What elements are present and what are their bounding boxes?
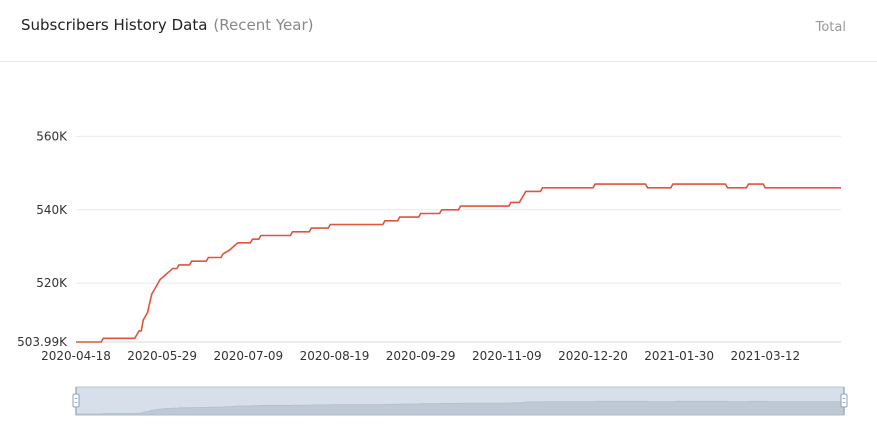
x-tick-label: 2020-12-20 (558, 349, 628, 363)
x-tick-label: 2021-01-30 (644, 349, 714, 363)
y-tick-label: 540K (36, 203, 68, 217)
grid-lines (76, 135, 841, 343)
title-subtitle: (Recent Year) (213, 16, 314, 34)
x-tick-label: 2020-04-18 (41, 349, 111, 363)
total-toggle[interactable]: Total (815, 20, 846, 35)
series-line (76, 183, 841, 343)
data-zoom-slider[interactable] (72, 386, 848, 416)
x-tick-label: 2020-08-19 (300, 349, 370, 363)
x-tick-label: 2020-09-29 (386, 349, 456, 363)
x-tick-label: 2021-03-12 (730, 349, 800, 363)
x-tick-label: 2020-07-09 (213, 349, 283, 363)
title-text: Subscribers History Data (21, 16, 208, 34)
y-tick-label: 560K (36, 129, 68, 143)
x-tick-label: 2020-05-29 (127, 349, 197, 363)
slider-handle-right[interactable] (840, 387, 848, 415)
slider-preview-area (75, 400, 845, 416)
y-axis-labels: 503.99K 520K 540K 560K (17, 129, 68, 349)
chart-title: Subscribers History Data (Recent Year) (21, 16, 313, 34)
chart-header: Subscribers History Data (Recent Year) To… (0, 0, 877, 62)
x-axis-labels: 2020-04-18 2020-05-29 2020-07-09 2020-08-19… (41, 349, 800, 363)
x-tick-label: 2020-11-09 (472, 349, 542, 363)
slider-handle-left[interactable] (72, 387, 80, 415)
line-chart: 503.99K 520K 540K 560K 2020-04-18 2020-05-29… (17, 129, 848, 416)
y-tick-label: 520K (36, 276, 68, 290)
y-tick-label: 503.99K (17, 335, 68, 349)
